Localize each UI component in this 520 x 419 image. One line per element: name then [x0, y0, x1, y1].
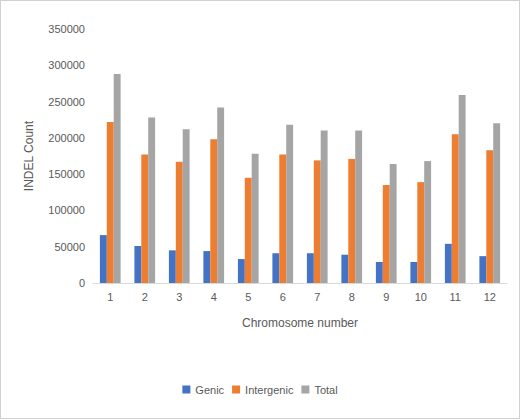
svg-text:350000: 350000 [48, 23, 85, 35]
svg-text:2: 2 [142, 291, 148, 303]
svg-text:Intergenic: Intergenic [245, 384, 294, 396]
svg-text:0: 0 [79, 277, 85, 289]
svg-text:Chromosome number: Chromosome number [242, 316, 358, 330]
svg-text:100000: 100000 [48, 204, 85, 216]
svg-text:250000: 250000 [48, 96, 85, 108]
svg-text:200000: 200000 [48, 132, 85, 144]
svg-text:9: 9 [383, 291, 389, 303]
svg-text:12: 12 [484, 291, 496, 303]
svg-text:300000: 300000 [48, 59, 85, 71]
svg-text:Genic: Genic [195, 384, 224, 396]
svg-text:5: 5 [245, 291, 251, 303]
svg-text:50000: 50000 [54, 241, 85, 253]
svg-text:4: 4 [211, 291, 217, 303]
svg-text:6: 6 [280, 291, 286, 303]
svg-text:Total: Total [314, 384, 337, 396]
svg-text:150000: 150000 [48, 168, 85, 180]
svg-text:INDEL Count: INDEL Count [22, 120, 36, 191]
svg-text:7: 7 [314, 291, 320, 303]
svg-text:1: 1 [107, 291, 113, 303]
svg-text:11: 11 [450, 291, 461, 303]
svg-text:3: 3 [176, 291, 182, 303]
svg-text:8: 8 [349, 291, 355, 303]
svg-text:10: 10 [415, 291, 427, 303]
